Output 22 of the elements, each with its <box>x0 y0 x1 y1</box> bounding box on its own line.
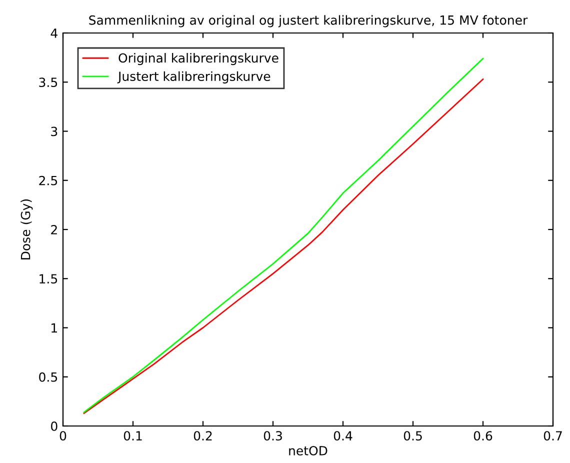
x-axis-title: netOD <box>289 446 328 456</box>
legend-label: Original kalibreringskurve <box>118 53 278 66</box>
x-tick-label: 0 <box>60 431 66 441</box>
y-tick-label: 3 <box>51 126 58 136</box>
y-tick-label: 0.5 <box>39 372 58 382</box>
x-tick-label: 0.2 <box>194 431 212 441</box>
x-tick-label: 0.3 <box>264 431 282 441</box>
y-tick-label: 4 <box>50 28 58 38</box>
x-tick-label: 0.6 <box>474 431 492 441</box>
x-tick-label: 0.4 <box>334 431 352 441</box>
y-tick-label: 2 <box>51 224 57 234</box>
y-tick-label: 2.5 <box>39 176 58 186</box>
legend-label: Justert kalibreringskurve <box>117 71 270 84</box>
chart-title: Sammenlikning av original og justert kalibreringskurve, 15 MV fotoner <box>89 15 528 28</box>
y-tick-label: 1 <box>52 323 57 332</box>
y-tick-label: 1.5 <box>40 274 58 284</box>
x-tick-label: 0.1 <box>124 431 142 441</box>
y-tick-label: 3.5 <box>39 78 58 88</box>
x-tick-label: 0.5 <box>404 431 422 441</box>
y-axis-title: Dose (Gy) <box>20 199 33 260</box>
x-tick-label: 0.7 <box>544 431 562 441</box>
y-tick-label: 0 <box>51 421 58 431</box>
